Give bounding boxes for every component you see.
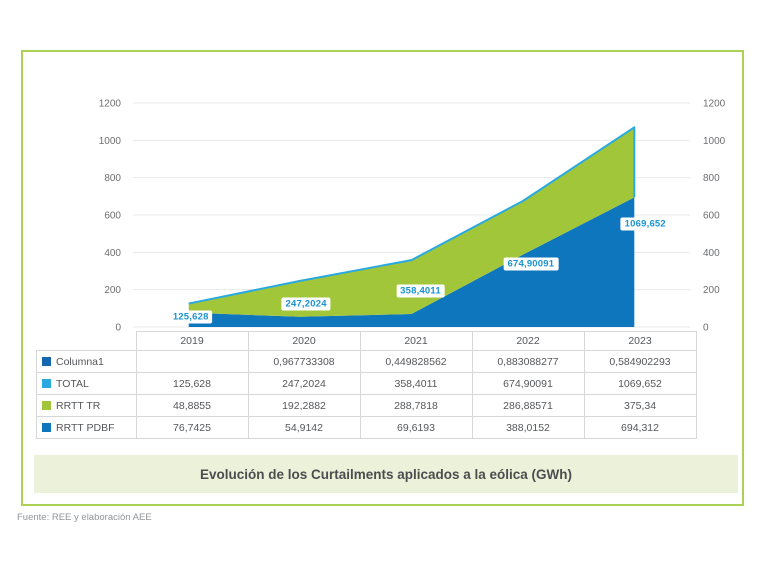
legend-key-icon [42,378,51,388]
table-value-cell [135,350,249,373]
table-header-cell: 2019 [135,331,249,351]
table-value-cell: 48,8855 [135,394,249,417]
table-header-cell: 2021 [359,331,473,351]
series-label-cell: RRTT TR [36,394,137,417]
table-row: RRTT TR 48,8855 192,2882 288,7818 286,88571 3… [36,394,697,417]
table-header: 2019 2020 2021 2022 2023 [37,331,697,351]
table-row: Columna1 0,967733308 0,449828562 0,88308827… [36,350,697,373]
data-label: 1069,652 [620,217,670,231]
table-value-cell: 288,7818 [359,394,473,417]
table-value-cell: 375,34 [583,394,697,417]
table-value-cell: 0,584902293 [583,350,697,373]
table-value-cell: 0,449828562 [359,350,473,373]
data-label: 358,4011 [396,284,445,298]
table-value-cell: 286,88571 [471,394,585,417]
table-row: RRTT PDBF 76,7425 54,9142 69,6193 388,0152 69… [36,416,697,439]
table-value-cell: 247,2024 [247,372,361,395]
data-label: 247,2024 [281,297,331,311]
table-value-cell: 0,883088277 [471,350,585,373]
series-label-cell: RRTT PDBF [36,416,137,439]
table-value-cell: 0,967733308 [247,350,361,373]
table-corner-blank [37,332,137,351]
legend-key-icon [42,422,51,432]
table-header-cell: 2022 [471,331,585,351]
table-value-cell: 1069,652 [583,372,697,395]
table-row: TOTAL 125,628 247,2024 358,4011 674,90091 106… [36,372,697,395]
chart-data-table: 2019 2020 2021 2022 2023 Columna1 0,967733308… [36,331,697,439]
table-value-cell: 388,0152 [471,416,585,439]
table-header-cell: 2020 [247,331,361,351]
table-value-cell: 358,4011 [359,372,473,395]
table-value-cell: 674,90091 [471,372,585,395]
legend-key-icon [42,356,51,366]
data-label: 125,628 [168,310,213,324]
data-label: 674,90091 [503,257,559,271]
table-value-cell: 54,9142 [247,416,361,439]
table-body: Columna1 0,967733308 0,449828562 0,88308827… [36,350,697,439]
chart-title-band: Evolución de los Curtailments aplicados … [34,455,738,493]
series-label-cell: TOTAL [36,372,137,395]
source-caption: Fuente: REE y elaboración AEE [17,512,152,523]
table-value-cell: 76,7425 [135,416,249,439]
table-header-cell: 2023 [583,331,697,351]
series-label-cell: Columna1 [36,350,137,373]
table-value-cell: 192,2882 [247,394,361,417]
table-value-cell: 69,6193 [359,416,473,439]
table-value-cell: 125,628 [135,372,249,395]
table-value-cell: 694,312 [583,416,697,439]
legend-key-icon [42,400,51,410]
chart-title: Evolución de los Curtailments aplicados … [199,466,573,482]
